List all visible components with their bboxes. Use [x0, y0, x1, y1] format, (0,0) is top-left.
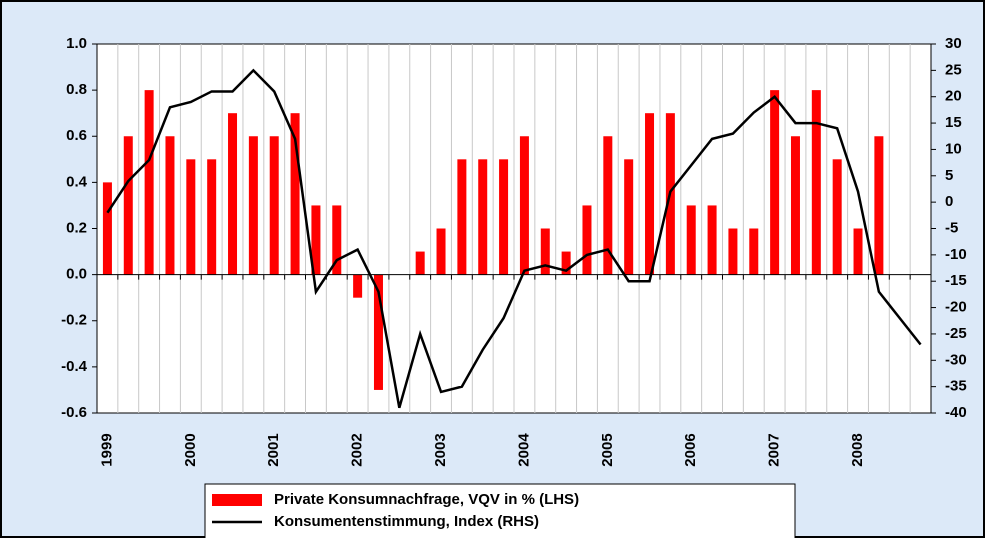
bar	[686, 205, 696, 275]
bar	[707, 205, 717, 275]
bar	[749, 228, 759, 275]
y-tick-label: 0.6	[66, 127, 87, 144]
x-tick-label: 2008	[849, 433, 866, 466]
bar	[561, 251, 571, 275]
line	[106, 68, 922, 409]
y-tick-label: 0.8	[66, 81, 87, 98]
bar	[353, 274, 363, 298]
y2-tick-label: -5	[945, 219, 958, 236]
y2-tick-label: 30	[945, 35, 962, 52]
x-tick-label: 2001	[265, 433, 282, 466]
y2-tick-label: 25	[945, 61, 962, 78]
legend-swatch	[212, 494, 262, 506]
y2-tick-label: -35	[945, 378, 967, 395]
bar	[811, 90, 821, 275]
bar	[645, 113, 655, 275]
y-tick-label: 0.0	[66, 266, 87, 283]
bar	[332, 205, 342, 275]
y-tick-label: -0.4	[61, 358, 88, 375]
bar	[269, 136, 279, 275]
y2-tick-label: -40	[945, 404, 967, 421]
legend-label: Private Konsumnachfrage, VQV in % (LHS)	[274, 491, 579, 508]
bar	[874, 136, 884, 275]
x-tick-label: 2005	[599, 433, 616, 466]
bar	[290, 113, 300, 275]
bar	[624, 159, 634, 275]
y2-tick-label: -10	[945, 246, 967, 263]
x-tick-label: 2004	[515, 433, 532, 467]
y-tick-label: 0.2	[66, 219, 87, 236]
y2-tick-label: 0	[945, 193, 953, 210]
y2-tick-label: 15	[945, 114, 962, 131]
bar	[478, 159, 488, 275]
bar	[728, 228, 738, 275]
bar	[415, 251, 425, 275]
y-tick-label: -0.6	[61, 404, 87, 421]
bar	[499, 159, 509, 275]
bar	[832, 159, 842, 275]
x-tick-label: 2003	[432, 433, 449, 466]
x-tick-label: 2006	[682, 433, 699, 466]
legend-label: Konsumentenstimmung, Index (RHS)	[274, 513, 539, 530]
bar	[790, 136, 800, 275]
y2-tick-label: -30	[945, 351, 967, 368]
bar	[207, 159, 217, 275]
bar	[457, 159, 467, 275]
y2-tick-label: 20	[945, 88, 962, 105]
x-tick-label: 1999	[98, 433, 115, 466]
y-tick-label: -0.2	[61, 312, 87, 329]
bar	[144, 90, 154, 275]
y2-tick-label: 5	[945, 167, 953, 184]
bar	[311, 205, 321, 275]
bar	[519, 136, 529, 275]
bar	[123, 136, 133, 275]
bar	[228, 113, 238, 275]
y-tick-label: 0.4	[66, 173, 88, 190]
bar	[165, 136, 175, 275]
x-tick-label: 2000	[182, 433, 199, 466]
bar	[603, 136, 613, 275]
bar	[373, 274, 383, 390]
bar	[853, 228, 863, 275]
bar	[248, 136, 258, 275]
bar	[540, 228, 550, 275]
y2-tick-label: -25	[945, 325, 967, 342]
y2-tick-label: -15	[945, 272, 967, 289]
bar	[102, 182, 112, 275]
bar	[436, 228, 446, 275]
bar	[582, 205, 592, 275]
y2-tick-label: -20	[945, 299, 967, 316]
y-tick-label: 1.0	[66, 35, 87, 52]
y2-tick-label: 10	[945, 140, 962, 157]
x-tick-label: 2002	[349, 433, 366, 466]
legend	[204, 483, 796, 538]
bar	[186, 159, 196, 275]
bar	[770, 90, 780, 275]
x-tick-label: 2007	[766, 433, 783, 466]
